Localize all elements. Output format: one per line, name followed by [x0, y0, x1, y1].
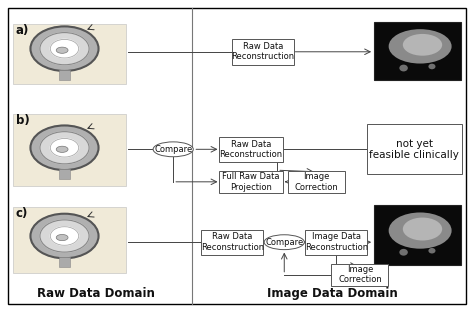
- FancyBboxPatch shape: [331, 264, 389, 286]
- FancyBboxPatch shape: [367, 124, 462, 174]
- Ellipse shape: [399, 249, 408, 256]
- Circle shape: [30, 214, 99, 258]
- FancyBboxPatch shape: [374, 205, 462, 265]
- FancyBboxPatch shape: [12, 24, 126, 84]
- Ellipse shape: [389, 29, 452, 63]
- FancyBboxPatch shape: [12, 114, 126, 187]
- FancyBboxPatch shape: [219, 171, 283, 193]
- Ellipse shape: [264, 235, 304, 250]
- Text: c): c): [16, 207, 28, 220]
- Ellipse shape: [399, 65, 408, 72]
- Text: Image
Correction: Image Correction: [294, 172, 338, 192]
- Ellipse shape: [428, 64, 436, 69]
- Circle shape: [50, 227, 79, 245]
- Ellipse shape: [56, 146, 68, 152]
- Ellipse shape: [56, 47, 68, 53]
- Circle shape: [30, 26, 99, 71]
- Circle shape: [40, 220, 89, 252]
- Text: Raw Data
Reconstruction: Raw Data Reconstruction: [231, 42, 294, 62]
- FancyBboxPatch shape: [59, 169, 70, 179]
- Text: not yet
feasible clinically: not yet feasible clinically: [369, 138, 459, 160]
- Text: Compare: Compare: [265, 238, 303, 247]
- Ellipse shape: [56, 234, 68, 241]
- Ellipse shape: [428, 248, 436, 253]
- Ellipse shape: [153, 142, 193, 157]
- Circle shape: [40, 132, 89, 164]
- Text: b): b): [16, 114, 29, 127]
- Text: Raw Data Domain: Raw Data Domain: [37, 287, 155, 300]
- Ellipse shape: [403, 218, 442, 240]
- FancyBboxPatch shape: [288, 171, 345, 193]
- Text: Raw Data
Reconstruction: Raw Data Reconstruction: [219, 140, 283, 159]
- FancyBboxPatch shape: [59, 70, 70, 80]
- FancyBboxPatch shape: [8, 8, 466, 304]
- Ellipse shape: [403, 34, 442, 56]
- Text: Image
Correction: Image Correction: [338, 265, 382, 284]
- Text: Full Raw Data
Projection: Full Raw Data Projection: [222, 172, 280, 192]
- Text: a): a): [16, 24, 29, 37]
- FancyBboxPatch shape: [12, 207, 126, 273]
- FancyBboxPatch shape: [305, 230, 367, 255]
- FancyBboxPatch shape: [232, 39, 294, 65]
- FancyBboxPatch shape: [219, 137, 283, 162]
- Text: Compare: Compare: [154, 145, 192, 154]
- Circle shape: [50, 39, 79, 58]
- Circle shape: [50, 138, 79, 157]
- Circle shape: [30, 125, 99, 170]
- Ellipse shape: [389, 212, 452, 249]
- FancyBboxPatch shape: [59, 258, 70, 267]
- Circle shape: [40, 33, 89, 65]
- Text: Image Data Domain: Image Data Domain: [267, 287, 398, 300]
- Text: Image Data
Reconstruction: Image Data Reconstruction: [305, 233, 368, 252]
- FancyBboxPatch shape: [201, 230, 263, 255]
- Text: Raw Data
Reconstruction: Raw Data Reconstruction: [201, 233, 264, 252]
- FancyBboxPatch shape: [374, 22, 462, 80]
